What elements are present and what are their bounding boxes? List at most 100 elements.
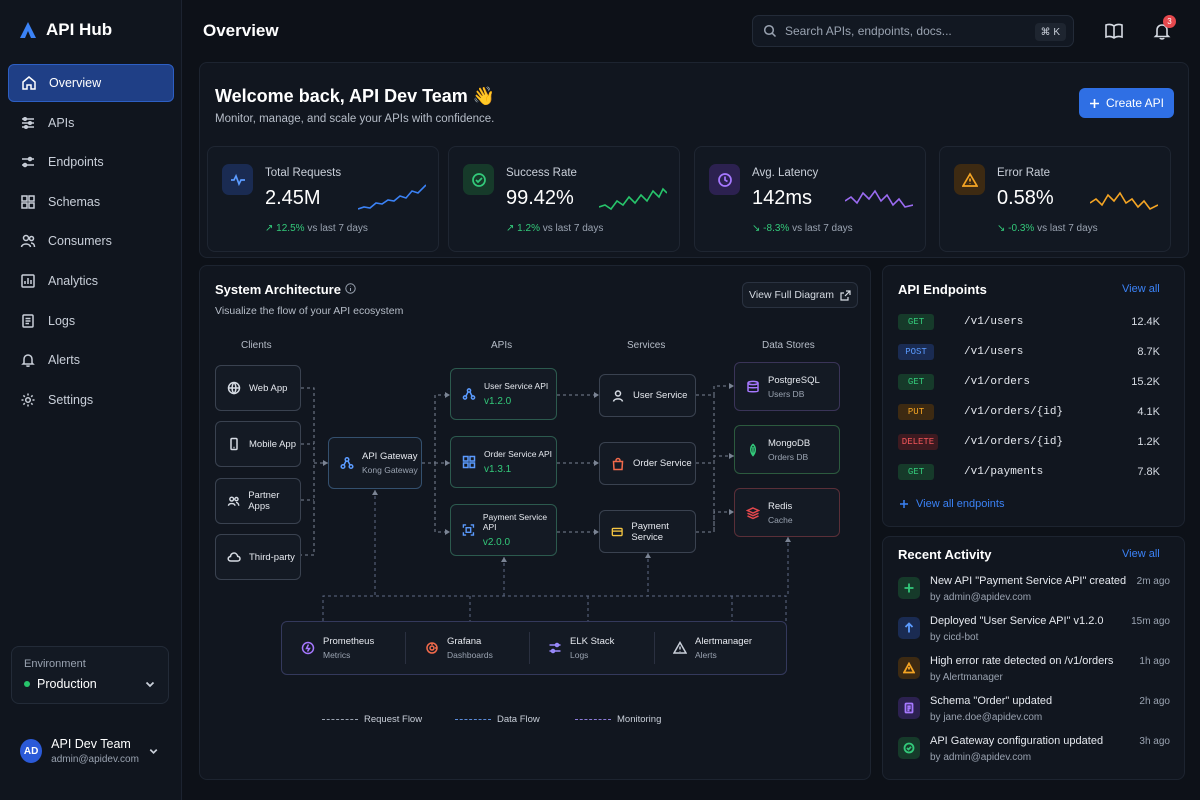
- client-mobile-app[interactable]: Mobile App: [215, 421, 301, 467]
- sidebar-item-analytics[interactable]: Analytics: [8, 262, 174, 300]
- node-version: v1.3.1: [484, 464, 512, 475]
- activity-time: 1h ago: [1139, 656, 1170, 667]
- create-api-button[interactable]: Create API: [1079, 88, 1174, 118]
- column-header-clients: Clients: [241, 340, 272, 351]
- activity-icon: [222, 164, 253, 195]
- stat-card-error-rate[interactable]: Error Rate 0.58% ↘ -0.3% vs last 7 days: [939, 146, 1171, 252]
- sparkline: [1090, 191, 1158, 211]
- sidebar-item-alerts[interactable]: Alerts: [8, 341, 174, 379]
- network-icon: [340, 456, 354, 470]
- activity-text: Schema "Order" updated: [930, 695, 1053, 707]
- endpoint-path: /v1/users: [964, 316, 1024, 328]
- chevron-down-icon: [145, 681, 155, 688]
- legend-monitoring: Monitoring: [575, 714, 661, 725]
- node-text: ELK Stack Logs: [570, 636, 614, 660]
- stat-change-value: 1.2%: [517, 223, 540, 234]
- node-label: MongoDB: [768, 437, 811, 449]
- node-label: Partner Apps: [248, 490, 280, 512]
- legend-label: Request Flow: [364, 714, 423, 725]
- monitoring-prometheus[interactable]: Prometheus Metrics: [290, 626, 405, 670]
- service-node-user[interactable]: User Service: [599, 374, 696, 417]
- node-sublabel: Kong Gateway: [362, 465, 418, 475]
- user-email: admin@apidev.com: [51, 754, 139, 765]
- service-node-payment[interactable]: Payment Service: [599, 510, 696, 553]
- node-text: Payment Service API v2.0.0: [483, 512, 556, 548]
- user-name: API Dev Team: [51, 737, 131, 751]
- sliders-icon: [22, 116, 34, 129]
- endpoints-view-all-link[interactable]: View all: [1122, 283, 1160, 295]
- legend-label: Monitoring: [617, 714, 662, 725]
- network-icon: [462, 388, 476, 400]
- column-header-services: Services: [627, 340, 666, 351]
- environment-name: Production: [37, 677, 97, 691]
- sidebar-nav: Overview APIs Endpoints Schemas Consumer…: [8, 64, 174, 420]
- welcome-subtitle: Monitor, manage, and scale your APIs wit…: [215, 113, 495, 125]
- sidebar-item-apis[interactable]: APIs: [8, 104, 174, 142]
- client-third-party[interactable]: Third-party: [215, 534, 301, 580]
- endpoint-row[interactable]: GET /v1/payments 7.8K: [898, 462, 1160, 482]
- client-partner-apps[interactable]: Partner Apps: [215, 478, 301, 524]
- book-icon[interactable]: [1104, 21, 1124, 41]
- api-node-order-service[interactable]: Order Service API v1.3.1: [450, 436, 557, 488]
- api-node-payment-service[interactable]: Payment Service API v2.0.0: [450, 504, 557, 556]
- api-node-user-service[interactable]: User Service API v1.2.0: [450, 368, 557, 420]
- client-web-app[interactable]: Web App: [215, 365, 301, 411]
- architecture-title: System Architecture: [215, 282, 356, 297]
- monitoring-alertmanager[interactable]: Alertmanager Alerts: [662, 626, 782, 670]
- endpoint-row[interactable]: GET /v1/orders 15.2K: [898, 372, 1160, 392]
- endpoints-panel: [882, 265, 1185, 527]
- environment-label: Environment: [24, 658, 86, 670]
- page-title: Overview: [203, 21, 279, 40]
- method-badge: GET: [898, 464, 934, 480]
- stat-card-total-requests[interactable]: Total Requests 2.45M ↗ 12.5% vs last 7 d…: [207, 146, 439, 252]
- stat-card-avg-latency[interactable]: Avg. Latency 142ms ↘ -8.3% vs last 7 day…: [694, 146, 926, 252]
- architecture-title-text: System Architecture: [215, 282, 341, 297]
- endpoint-row[interactable]: PUT /v1/orders/{id} 4.1K: [898, 402, 1160, 422]
- stat-label: Total Requests: [265, 167, 342, 179]
- sidebar-item-schemas[interactable]: Schemas: [8, 183, 174, 221]
- environment-selector[interactable]: Environment Production: [11, 646, 169, 704]
- store-node-redis[interactable]: Redis Cache: [734, 488, 840, 537]
- sidebar-item-logs[interactable]: Logs: [8, 302, 174, 340]
- sidebar-item-overview[interactable]: Overview: [8, 64, 174, 102]
- view-full-diagram-button[interactable]: View Full Diagram: [742, 282, 858, 308]
- endpoint-path: /v1/orders/{id}: [964, 406, 1064, 418]
- stat-card-success-rate[interactable]: Success Rate 99.42% ↗ 1.2% vs last 7 day…: [448, 146, 680, 252]
- service-node-order[interactable]: Order Service: [599, 442, 696, 485]
- chevron-down-icon: [149, 749, 158, 755]
- gear-icon: [21, 393, 35, 407]
- brand[interactable]: API Hub: [18, 20, 112, 40]
- monitoring-bar: [281, 621, 787, 675]
- api-gateway-node[interactable]: API Gateway Kong Gateway: [328, 437, 422, 489]
- sidebar-item-settings[interactable]: Settings: [8, 381, 174, 419]
- monitoring-elk-stack[interactable]: ELK Stack Logs: [537, 626, 652, 670]
- user-menu[interactable]: AD API Dev Team admin@apidev.com: [11, 722, 169, 780]
- stat-change-value: 12.5%: [276, 223, 305, 234]
- endpoint-row[interactable]: GET /v1/users 12.4K: [898, 312, 1160, 332]
- brand-name: API Hub: [46, 20, 113, 39]
- monitoring-grafana[interactable]: Grafana Dashboards: [414, 626, 529, 670]
- store-node-postgresql[interactable]: PostgreSQL Users DB: [734, 362, 840, 411]
- endpoint-row[interactable]: POST /v1/users 8.7K: [898, 342, 1160, 362]
- sidebar-item-label: APIs: [48, 115, 75, 130]
- sidebar-item-consumers[interactable]: Consumers: [8, 222, 174, 260]
- bell-icon[interactable]: [1152, 21, 1172, 41]
- search-box[interactable]: ⌘ K: [752, 15, 1074, 47]
- search-input[interactable]: [785, 24, 1025, 38]
- document-icon: [898, 697, 920, 719]
- warning-icon: [673, 641, 687, 654]
- check-circle-icon: [463, 164, 494, 195]
- node-sublabel: Logs: [570, 650, 589, 660]
- endpoint-row[interactable]: DELETE /v1/orders/{id} 1.2K: [898, 432, 1160, 452]
- view-all-endpoints-link[interactable]: View all endpoints: [899, 498, 1004, 510]
- sidebar-item-endpoints[interactable]: Endpoints: [8, 143, 174, 181]
- cloud-icon: [227, 552, 241, 562]
- create-api-label: Create API: [1105, 96, 1165, 110]
- store-node-mongodb[interactable]: MongoDB Orders DB: [734, 425, 840, 474]
- activity-view-all-link[interactable]: View all: [1122, 548, 1160, 560]
- info-icon[interactable]: [344, 283, 356, 294]
- sidebar-item-label: Logs: [48, 313, 76, 328]
- clock-icon: [709, 164, 740, 195]
- node-label: Order Service: [633, 458, 692, 469]
- legend-line: [575, 719, 611, 720]
